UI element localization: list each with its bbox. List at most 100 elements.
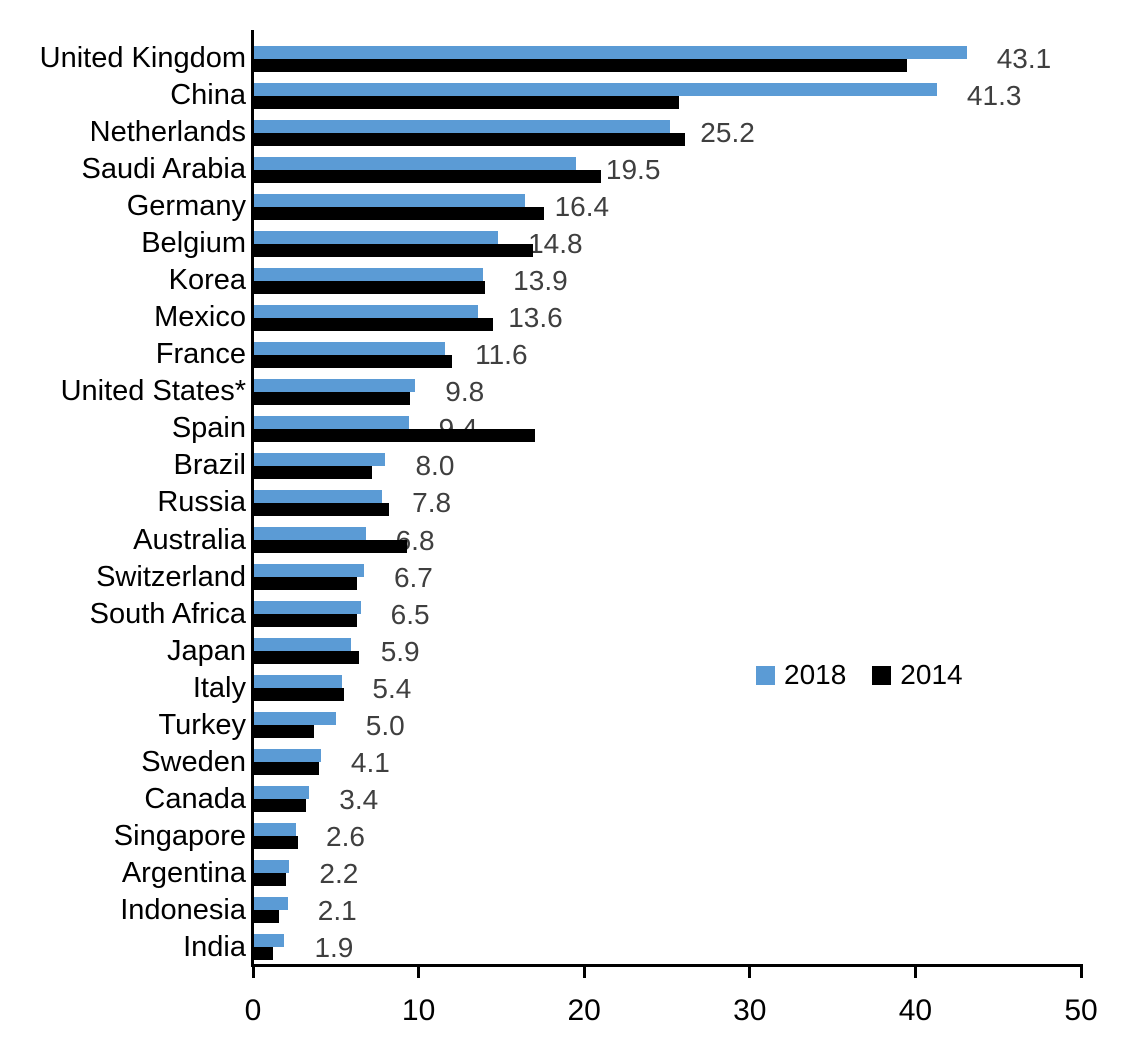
- value-label: 2.1: [317, 894, 357, 926]
- bar-2018: [253, 675, 343, 689]
- bar-2018: [253, 267, 484, 281]
- x-tick-label: 10: [401, 994, 436, 1027]
- category-label: France: [155, 338, 246, 371]
- category-label: Netherlands: [89, 116, 246, 149]
- value-label: 41.3: [966, 80, 1022, 112]
- value-label: 13.6: [508, 302, 563, 334]
- legend-item-2018: 2018: [756, 659, 846, 691]
- legend-swatch-2018: [756, 665, 775, 685]
- bar-2014: [253, 873, 287, 887]
- category-label: Indonesia: [120, 893, 246, 926]
- value-label: 19.5: [605, 154, 661, 186]
- value-label: 6.5: [390, 598, 430, 630]
- bar-2014: [253, 280, 485, 294]
- category-label: Japan: [166, 634, 246, 667]
- category-label: Australia: [133, 523, 246, 556]
- bar-2014: [253, 503, 389, 516]
- x-tick-mark: [748, 967, 752, 978]
- bar-2014: [253, 317, 494, 331]
- category-label: South Africa: [89, 597, 246, 630]
- legend-label-2018: 2018: [784, 659, 847, 690]
- bar-2014: [253, 206, 545, 220]
- bar-2018: [253, 564, 364, 578]
- bar-2014: [253, 243, 533, 257]
- x-tick-label: 50: [1064, 994, 1098, 1027]
- value-label: 5.4: [372, 672, 412, 704]
- bar-2014: [253, 391, 411, 405]
- bar-2014: [253, 465, 373, 479]
- legend: 2018 2014: [756, 659, 963, 691]
- category-label: Mexico: [154, 301, 246, 334]
- bar-2014: [253, 428, 535, 442]
- bar-2018: [253, 193, 525, 207]
- x-tick-label: 20: [567, 994, 601, 1027]
- value-label: 13.9: [513, 265, 568, 297]
- bar-2018: [253, 452, 386, 466]
- bar-2018: [253, 749, 321, 763]
- value-label: 11.6: [475, 339, 528, 371]
- category-label: Saudi Arabia: [81, 153, 246, 186]
- value-label: 43.1: [996, 43, 1052, 74]
- category-label: United Kingdom: [39, 42, 246, 74]
- bar-2018: [253, 601, 361, 615]
- bar-2018: [253, 490, 383, 503]
- value-label: 25.2: [700, 117, 755, 149]
- value-label: 3.4: [339, 783, 379, 815]
- bar-2014: [253, 947, 273, 961]
- category-label: United States*: [60, 375, 246, 408]
- category-label: Switzerland: [96, 560, 246, 593]
- bar-2018: [253, 378, 416, 392]
- bar-2018: [253, 786, 310, 800]
- category-label: Canada: [144, 782, 246, 815]
- category-label: Germany: [126, 190, 246, 223]
- category-label: China: [170, 79, 246, 112]
- bar-2014: [253, 95, 679, 109]
- legend-swatch-2014: [872, 665, 892, 685]
- bar-2014: [253, 614, 358, 628]
- category-label: Singapore: [113, 819, 246, 852]
- value-label: 6.7: [393, 561, 433, 593]
- x-tick-mark: [913, 967, 917, 978]
- category-label: Italy: [192, 671, 246, 704]
- bar-2014: [253, 354, 452, 368]
- bar-2014: [253, 540, 407, 554]
- category-label: Korea: [168, 264, 246, 297]
- x-tick-mark: [251, 967, 255, 978]
- value-label: 5.9: [380, 635, 420, 667]
- bar-2014: [253, 799, 306, 813]
- value-label: 5.0: [365, 709, 405, 741]
- x-tick-label: 0: [244, 994, 262, 1027]
- category-label: Argentina: [121, 856, 246, 889]
- bar-2018: [253, 638, 351, 652]
- bar-2018: [253, 934, 285, 948]
- value-label: 2.6: [326, 820, 365, 852]
- value-label: 9.8: [445, 376, 485, 408]
- category-label: Belgium: [141, 227, 246, 260]
- bar-2018: [253, 82, 937, 96]
- category-label: Spain: [171, 412, 246, 445]
- category-label: India: [183, 930, 246, 963]
- category-label: Sweden: [141, 745, 246, 778]
- bar-2014: [253, 762, 320, 776]
- value-label: 16.4: [554, 191, 610, 223]
- x-tick-label: 40: [898, 994, 933, 1027]
- bar-2014: [253, 577, 358, 591]
- category-label: Brazil: [173, 449, 246, 482]
- legend-label-2014: 2014: [900, 659, 963, 690]
- x-tick-mark: [1079, 967, 1083, 978]
- bar-2018: [253, 304, 479, 318]
- value-label: 2.2: [319, 857, 359, 889]
- bar-2018: [253, 860, 290, 874]
- bar-2014: [253, 58, 908, 72]
- bar-2018: [253, 156, 576, 170]
- x-tick-mark: [417, 967, 421, 978]
- bar-2018: [253, 230, 499, 244]
- bar-2014: [253, 688, 345, 702]
- bar-2018: [253, 527, 366, 541]
- x-tick-label: 30: [733, 994, 767, 1027]
- value-label: 4.1: [350, 746, 390, 778]
- bar-2018: [253, 45, 967, 59]
- bar-2014: [253, 836, 298, 850]
- bar-2018: [253, 119, 671, 133]
